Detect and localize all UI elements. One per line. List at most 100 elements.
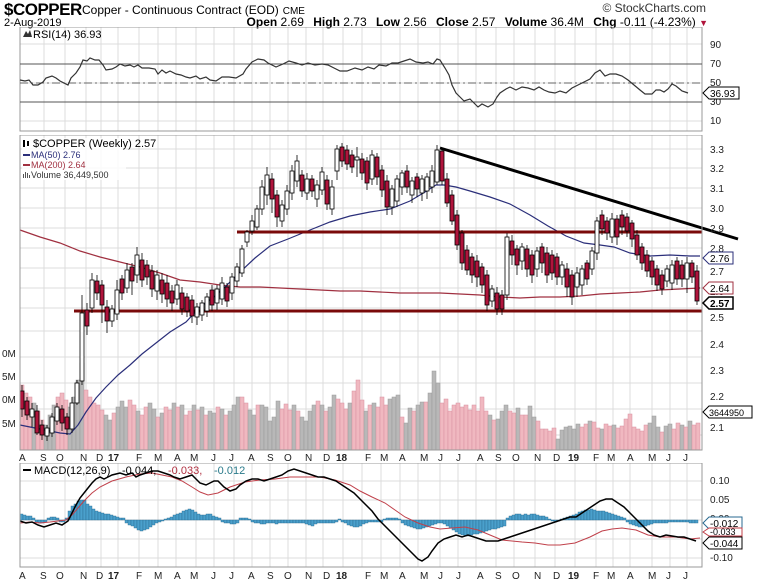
svg-text:D: D: [553, 571, 560, 582]
svg-text:S: S: [495, 453, 502, 464]
svg-text:M: M: [648, 571, 656, 582]
svg-text:O: O: [512, 453, 520, 464]
high-value: 2.73: [343, 15, 367, 29]
svg-text:J: J: [683, 453, 688, 464]
macd-legend: MACD(12,26,9) -0.044, -0.033, -0.012: [23, 465, 245, 477]
svg-text:A: A: [627, 453, 634, 464]
down-arrow-icon: ▼: [699, 18, 708, 28]
price-panel: $COPPER (Weekly) 2.57 MA(50) 2.76 MA(200…: [2, 135, 753, 451]
svg-text:J: J: [666, 453, 671, 464]
close-label: Close: [436, 15, 469, 29]
volume-value: 36.4M: [550, 15, 584, 29]
svg-text:2.76: 2.76: [710, 254, 730, 265]
svg-text:F: F: [365, 453, 371, 464]
rsi-legend: RSI(14) 36.93: [23, 29, 101, 41]
candle-icon: [23, 140, 29, 147]
svg-text:S: S: [495, 571, 502, 582]
svg-text:J: J: [683, 571, 688, 582]
svg-text:2.8: 2.8: [710, 244, 724, 255]
svg-text:O: O: [56, 571, 64, 582]
ma200-value-tag: 2.64: [702, 281, 734, 295]
svg-text:-0.044: -0.044: [710, 539, 739, 550]
svg-text:D: D: [553, 453, 560, 464]
svg-text:2.2: 2.2: [710, 392, 724, 403]
svg-text:-0.033: -0.033: [710, 527, 736, 537]
svg-text:J: J: [211, 453, 216, 464]
svg-text:19: 19: [568, 571, 580, 582]
volume-icon: [23, 172, 30, 178]
svg-text:M: M: [420, 571, 428, 582]
svg-text:3.2: 3.2: [710, 164, 724, 175]
volume-bars: [19, 362, 701, 451]
volume-label: Volume: [504, 15, 548, 29]
svg-text:N: N: [534, 571, 541, 582]
svg-text:F: F: [136, 571, 142, 582]
svg-text:F: F: [365, 571, 371, 582]
svg-text:M: M: [380, 453, 388, 464]
svg-text:M: M: [607, 571, 615, 582]
macd-line: [19, 468, 697, 562]
signal-value: -0.033,: [168, 465, 202, 477]
low-label: Low: [375, 15, 400, 29]
svg-text:18: 18: [336, 453, 348, 464]
svg-text:17: 17: [108, 571, 120, 582]
svg-text:2.64: 2.64: [710, 284, 730, 295]
svg-text:O: O: [284, 453, 292, 464]
svg-text:-0.012: -0.012: [214, 465, 245, 477]
svg-text:5M: 5M: [2, 372, 16, 383]
svg-text:A: A: [477, 571, 484, 582]
svg-text:J: J: [438, 571, 443, 582]
volume-axis: 0M 5M 0M 5M: [2, 349, 16, 430]
svg-text:18: 18: [336, 571, 348, 582]
rsi-panel: RSI(14) 36.93 90 70 50 30 10 36.93: [19, 27, 740, 132]
brand-watermark: © StockCharts.com: [602, 1, 706, 15]
svg-text:A: A: [399, 571, 406, 582]
svg-text:O: O: [56, 453, 64, 464]
svg-text:J: J: [438, 453, 443, 464]
high-label: High: [313, 15, 340, 29]
chart-date: 2-Aug-2019: [4, 17, 62, 29]
histogram-value: -0.012: [214, 465, 245, 477]
candlesticks: [19, 143, 700, 441]
svg-text:J: J: [666, 571, 671, 582]
svg-text:2.5: 2.5: [710, 313, 724, 324]
svg-text:J: J: [229, 453, 234, 464]
svg-text:A: A: [19, 453, 26, 464]
svg-text:2.7: 2.7: [710, 267, 724, 278]
rsi-axis: 90 70 50 30 10: [710, 40, 722, 127]
svg-text:3.1: 3.1: [710, 184, 724, 195]
ohlc-summary: Open 2.69 High 2.73 Low 2.56 Close 2.57 …: [247, 15, 708, 29]
svg-text:M: M: [154, 571, 162, 582]
ma50-legend: MA(50) 2.76: [31, 150, 81, 160]
rsi-line: [19, 57, 689, 108]
rsi-icon: [23, 30, 32, 37]
signal-value-tag: -0.033: [702, 527, 743, 537]
descending-trendline: [439, 146, 739, 241]
svg-text:0.05: 0.05: [710, 495, 730, 506]
svg-text:D: D: [323, 571, 330, 582]
svg-text:J: J: [211, 571, 216, 582]
svg-text:F: F: [593, 571, 599, 582]
svg-text:-0.012: -0.012: [710, 519, 739, 530]
svg-text:30: 30: [710, 97, 722, 108]
svg-text:A: A: [399, 453, 406, 464]
volume-value-tag: 3644950: [702, 405, 753, 419]
svg-text:-0.10: -0.10: [710, 553, 733, 564]
svg-text:N: N: [305, 453, 312, 464]
svg-text:2.4: 2.4: [710, 340, 724, 351]
svg-text:A: A: [174, 571, 181, 582]
svg-text:2.1: 2.1: [710, 423, 724, 434]
ma200-line: [19, 229, 701, 299]
volume-legend: Volume 36,449,500: [31, 170, 109, 180]
svg-text:N: N: [80, 571, 87, 582]
price-legend-title: $COPPER (Weekly) 2.57: [33, 138, 156, 150]
svg-text:A: A: [627, 571, 634, 582]
ma50-value-tag: 2.76: [702, 251, 734, 265]
svg-text:A: A: [248, 571, 255, 582]
close-value-tag: 2.57: [701, 296, 734, 310]
svg-text:F: F: [593, 453, 599, 464]
svg-text:17: 17: [108, 453, 120, 464]
macd-value-tag: -0.044: [702, 536, 743, 550]
svg-text:A: A: [174, 453, 181, 464]
svg-text:J: J: [456, 453, 461, 464]
